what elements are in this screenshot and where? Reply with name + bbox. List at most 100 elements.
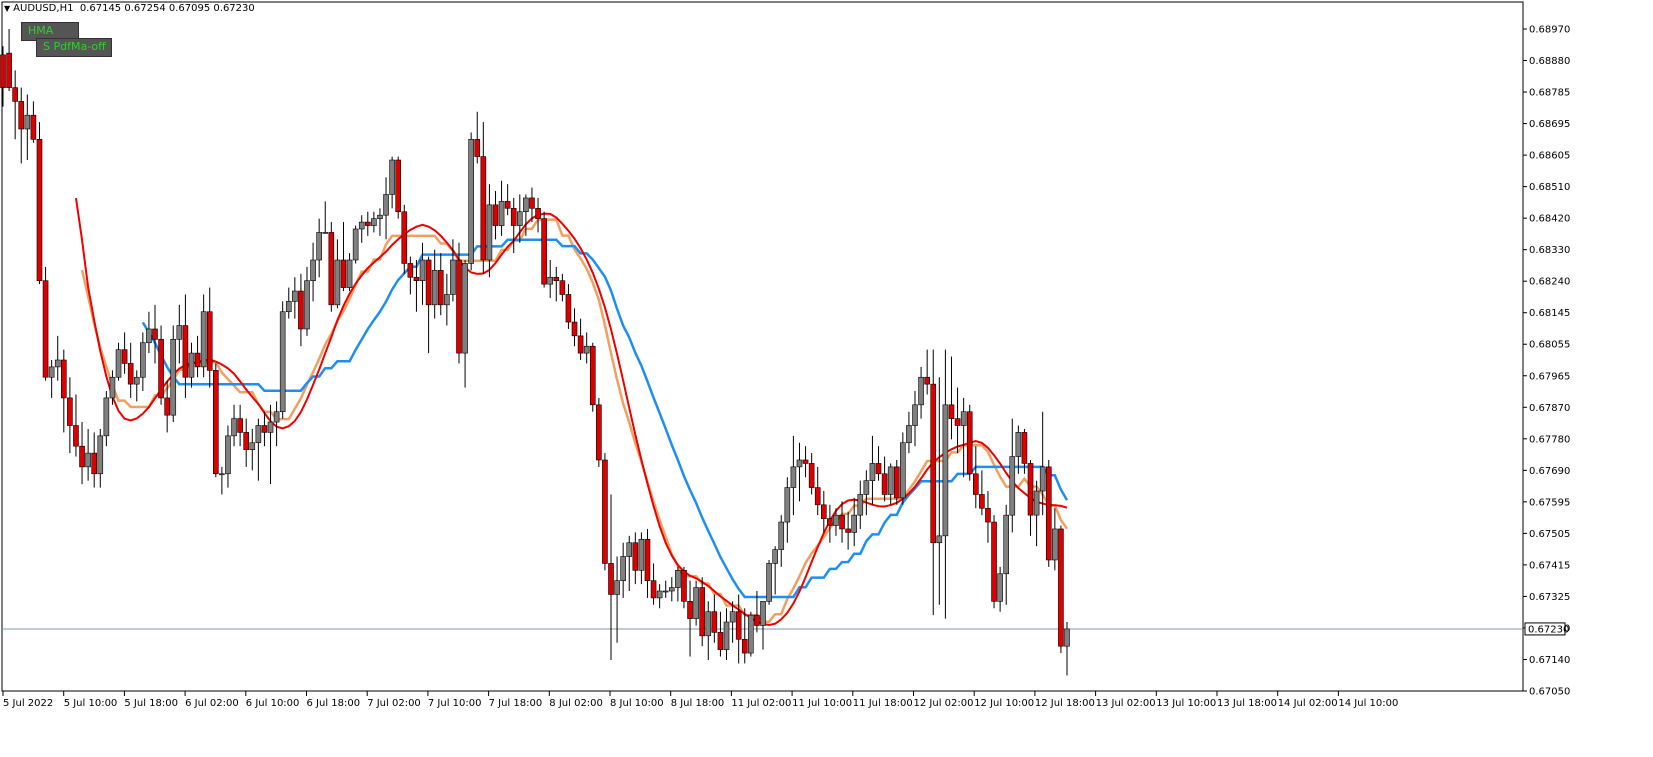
candle <box>948 356 955 440</box>
chart-title: ▼ AUDUSD,H1 0.67145 0.67254 0.67095 0.672… <box>4 3 255 14</box>
candle-body <box>924 376 930 385</box>
candle <box>48 360 55 398</box>
candle-body <box>650 580 657 599</box>
candle <box>176 304 183 364</box>
candle <box>675 566 681 602</box>
candle-body <box>133 376 140 385</box>
candle-body <box>456 259 462 354</box>
candle-body <box>596 404 602 461</box>
candle-body <box>1009 456 1016 516</box>
candle-body <box>267 421 274 433</box>
candle-body <box>486 204 493 261</box>
x-tick-label: 5 Jul 18:00 <box>124 698 178 709</box>
candle-body <box>535 207 541 219</box>
candle <box>583 332 590 364</box>
candle <box>285 287 292 319</box>
candle-body <box>827 518 833 526</box>
hma-button[interactable]: HMA <box>21 22 79 41</box>
current-price-badge <box>1524 622 1566 636</box>
x-tick-label: 13 Jul 18:00 <box>1217 698 1277 709</box>
candle-body <box>0 54 6 88</box>
candle <box>54 335 61 381</box>
candle <box>912 391 918 447</box>
candle-body <box>158 339 164 399</box>
candle <box>802 446 809 478</box>
y-tick-label: 0.68510 <box>1529 182 1570 193</box>
dropdown-triangle-icon[interactable]: ▼ <box>4 4 11 13</box>
candle <box>152 304 158 364</box>
candle <box>662 580 669 598</box>
candle <box>133 370 140 402</box>
candle-body <box>492 204 499 226</box>
candle-body <box>954 418 961 426</box>
candle-body <box>298 290 304 330</box>
y-tick-label: 0.67140 <box>1529 655 1570 666</box>
candle <box>188 342 195 388</box>
candle-body <box>468 139 474 264</box>
candle-body <box>802 459 809 464</box>
candle <box>328 222 335 312</box>
candle-body <box>662 590 669 593</box>
pdfma-toggle-button[interactable]: S PdfMa-off <box>36 38 112 57</box>
candle-body <box>1021 432 1028 464</box>
candle-body <box>638 538 645 571</box>
candle <box>364 211 371 236</box>
x-tick-label: 6 Jul 02:00 <box>185 698 239 709</box>
candle-body <box>814 487 821 506</box>
candle <box>273 401 280 447</box>
x-tick-label: 7 Jul 10:00 <box>428 698 482 709</box>
candle <box>1064 622 1070 676</box>
candle <box>97 428 104 488</box>
x-tick-label: 13 Jul 10:00 <box>1156 698 1216 709</box>
candle-body <box>547 276 554 285</box>
candle-body <box>480 156 487 261</box>
candle <box>1027 459 1034 536</box>
candle-body <box>364 221 371 226</box>
candle-body <box>474 139 481 157</box>
candle-body <box>754 614 760 626</box>
candle <box>577 318 584 360</box>
candle <box>322 201 329 234</box>
candle-body <box>723 621 730 650</box>
candle <box>723 608 730 660</box>
x-tick-label: 7 Jul 18:00 <box>489 698 543 709</box>
candle-body <box>942 404 949 537</box>
candle-body <box>352 228 359 261</box>
candle-body <box>109 376 116 399</box>
candle-body <box>322 232 329 234</box>
candle <box>279 301 286 419</box>
y-tick-label: 0.68330 <box>1529 245 1570 256</box>
y-tick-label: 0.67780 <box>1529 434 1570 445</box>
candle <box>298 273 304 347</box>
candle <box>60 349 67 433</box>
candle-body <box>206 311 213 371</box>
candle-body <box>1058 528 1064 647</box>
candle-body <box>285 301 292 313</box>
y-tick-label: 0.67690 <box>1529 466 1570 477</box>
candle <box>115 342 122 381</box>
candle-body <box>1045 466 1052 561</box>
candle-body <box>12 87 18 102</box>
x-tick-label: 8 Jul 02:00 <box>549 698 603 709</box>
candle <box>820 491 827 533</box>
candle <box>741 608 748 664</box>
candle <box>571 308 578 347</box>
candle <box>808 453 815 495</box>
candle <box>194 335 201 378</box>
candle-body <box>91 452 97 475</box>
candle <box>711 594 718 643</box>
candle-body <box>839 514 845 530</box>
candle <box>784 477 791 543</box>
candle-body <box>395 159 402 213</box>
candle-body <box>583 345 590 354</box>
candle <box>146 311 152 354</box>
candle-body <box>340 259 347 288</box>
x-tick-label: 6 Jul 10:00 <box>246 698 300 709</box>
candle-body <box>966 411 973 475</box>
candle <box>164 380 170 433</box>
candle-body <box>972 473 979 495</box>
candle <box>261 411 268 447</box>
candle <box>900 432 906 505</box>
